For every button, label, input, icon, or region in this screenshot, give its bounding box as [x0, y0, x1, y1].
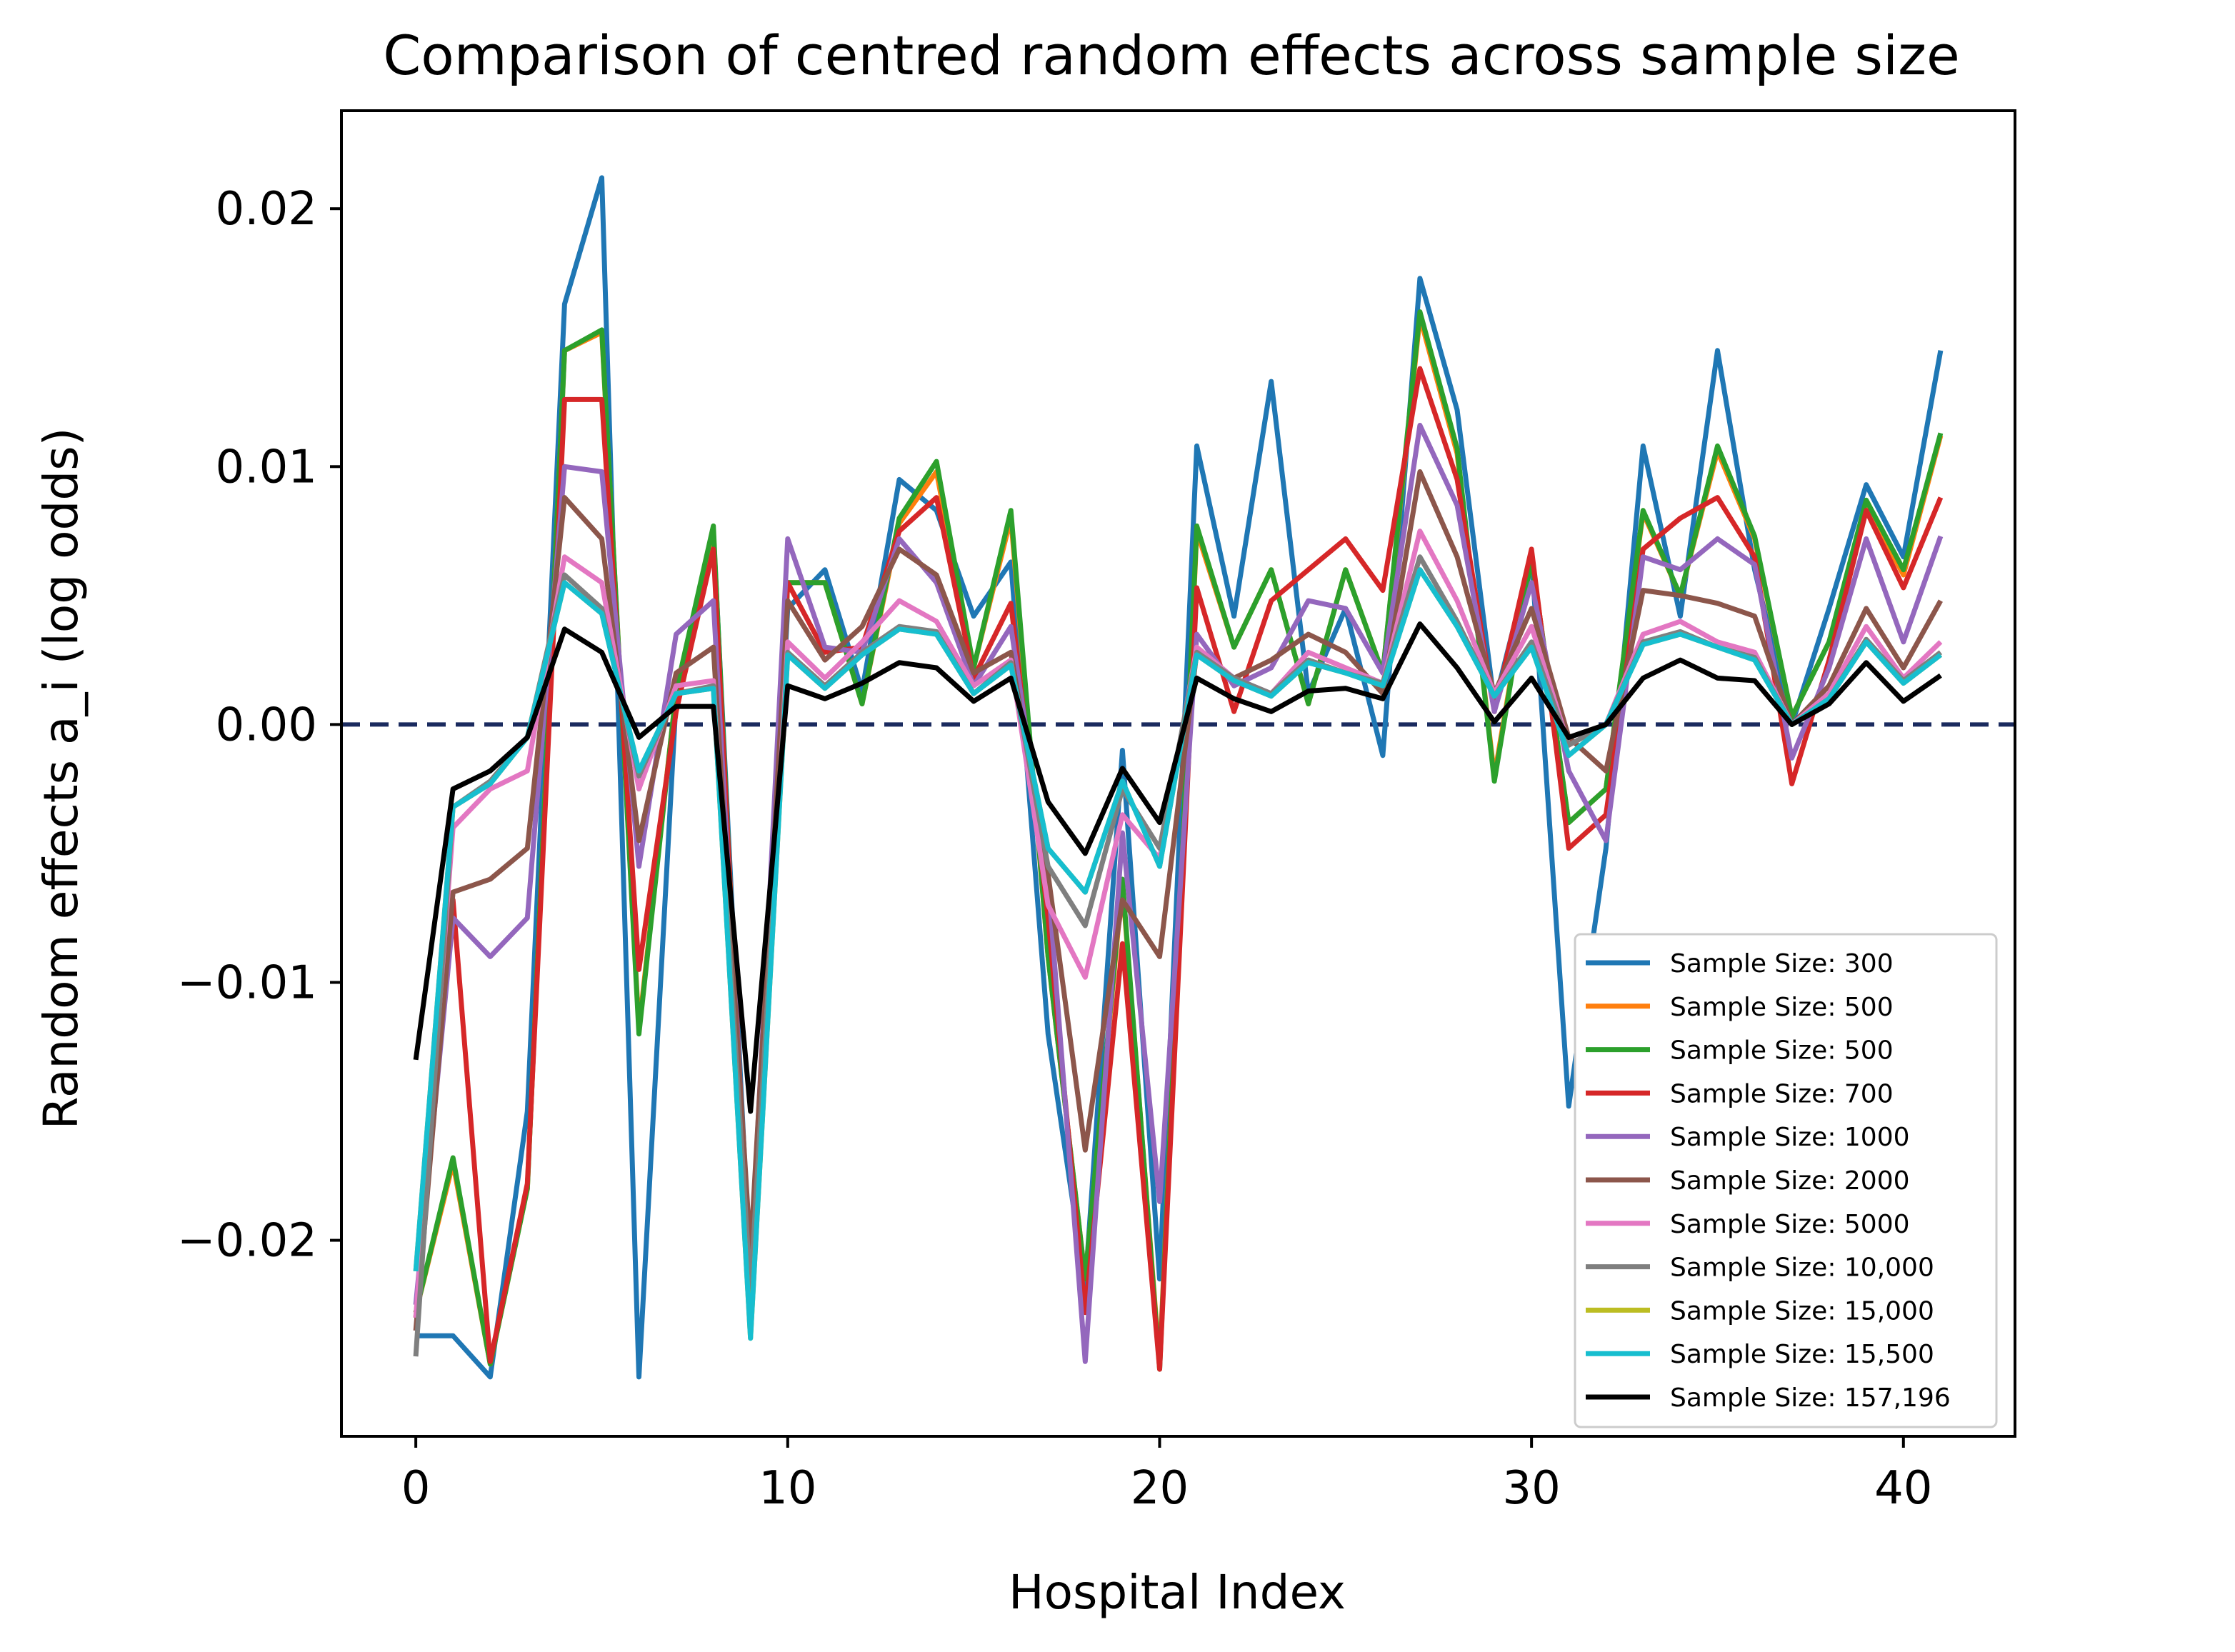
legend-label-8: Sample Size: 15,000 — [1670, 1296, 1934, 1326]
legend-label-1: Sample Size: 500 — [1670, 993, 1894, 1022]
y-axis-label: Random effects a_i (log odds) — [34, 428, 89, 1130]
y-tick-label: −0.01 — [177, 956, 317, 1009]
y-tick-label: 0.01 — [216, 441, 318, 494]
legend-label-10: Sample Size: 157,196 — [1670, 1383, 1951, 1413]
x-tick-label: 0 — [401, 1462, 431, 1515]
series-line-3 — [413, 366, 1944, 1372]
legend-entries: Sample Size: 300 Sample Size: 500 Sample S… — [1586, 949, 1951, 1413]
x-tick-label: 20 — [1131, 1462, 1189, 1515]
legend-label-6: Sample Size: 5000 — [1670, 1210, 1910, 1239]
legend-frame — [1574, 933, 1998, 1428]
y-axis-ticks: 0.02 0.01 0.00 −0.01 −0.02 — [177, 183, 341, 1268]
y-tick-label: 0.02 — [216, 183, 318, 236]
x-tick-label: 30 — [1502, 1462, 1560, 1515]
chart-title: Comparison of centred random effects acr… — [383, 24, 1960, 87]
plot-area-frame — [340, 109, 2016, 1438]
x-tick-label: 40 — [1874, 1462, 1932, 1515]
legend-label-4: Sample Size: 1000 — [1670, 1123, 1910, 1152]
y-tick-label: −0.02 — [177, 1215, 317, 1268]
legend-label-5: Sample Size: 2000 — [1670, 1166, 1910, 1196]
series-line-10 — [413, 621, 1942, 1114]
x-tick-label: 10 — [759, 1462, 816, 1515]
legend-label-2: Sample Size: 500 — [1670, 1036, 1894, 1066]
series-line-9 — [413, 567, 1943, 1341]
x-axis-ticks: 0 10 20 30 40 — [401, 1436, 1933, 1515]
x-axis-label: Hospital Index — [1009, 1565, 1346, 1620]
legend-label-0: Sample Size: 300 — [1670, 949, 1894, 978]
legend: Sample Size: 300 Sample Size: 500 Sample S… — [1574, 933, 1998, 1428]
y-tick-label: 0.00 — [216, 699, 318, 751]
series-line-4 — [413, 423, 1944, 1364]
series-layer — [413, 175, 1944, 1380]
legend-label-9: Sample Size: 15,500 — [1670, 1340, 1934, 1369]
legend-label-7: Sample Size: 10,000 — [1670, 1253, 1934, 1283]
legend-label-3: Sample Size: 700 — [1670, 1079, 1894, 1108]
